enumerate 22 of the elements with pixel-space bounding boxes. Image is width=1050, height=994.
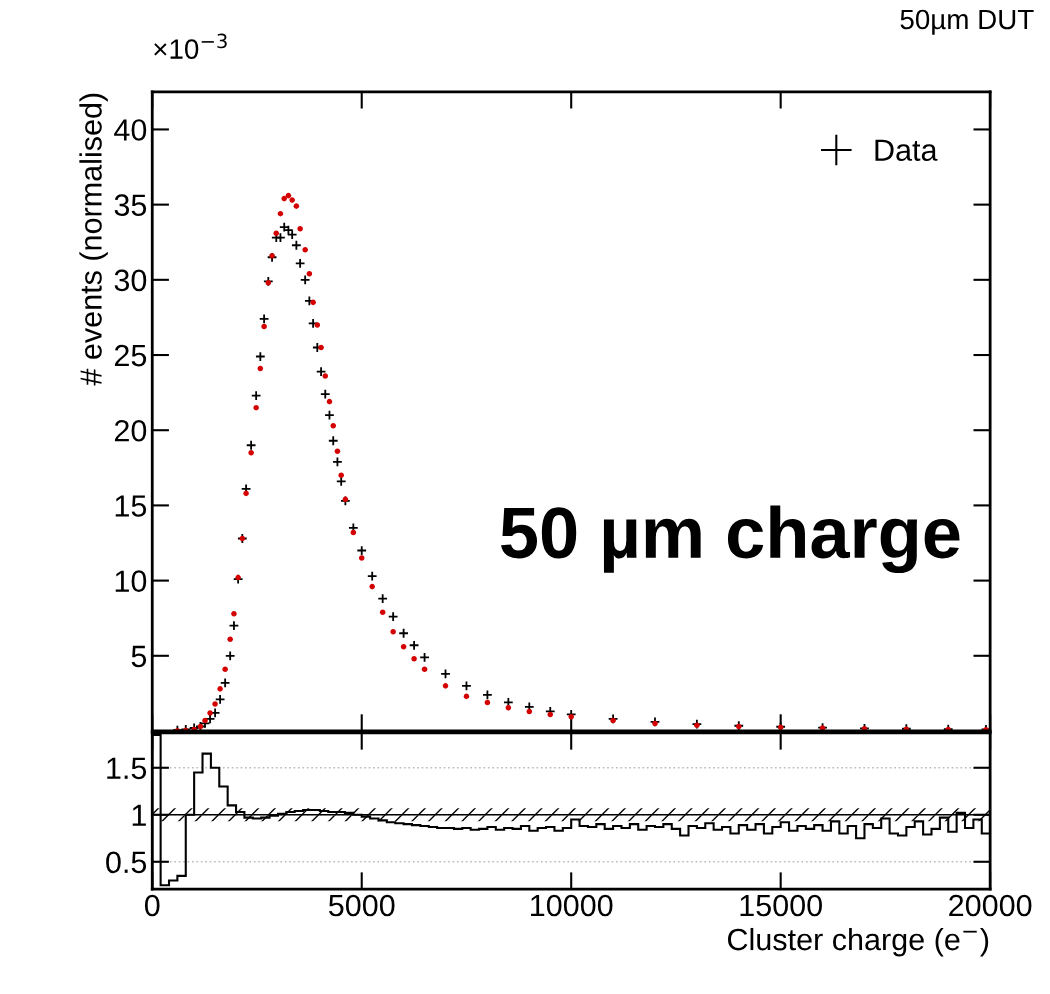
y-tick-label: 5 xyxy=(131,645,147,668)
text: ×10$^{−3}$ xyxy=(154,33,227,59)
y-tick-label: 10 xyxy=(115,570,147,592)
x-tick-label: 0 xyxy=(144,894,160,917)
y-tick-label: 25 xyxy=(114,344,147,367)
x-tick-label: 5000 xyxy=(328,894,395,917)
x-tick-label: 15000 xyxy=(740,894,822,917)
x-tick-label: 20000 xyxy=(949,894,1032,917)
legend-label: Data xyxy=(875,139,938,161)
y-tick-label: 40 xyxy=(114,119,147,141)
y-tick-label: 1.5 xyxy=(107,757,147,780)
y-tick-label: 20 xyxy=(114,419,147,442)
annotation: 50 µm charge xyxy=(501,505,960,574)
y-axis-title: # events (normalised) xyxy=(79,93,108,386)
y-tick-label: 15 xyxy=(115,495,147,517)
y-tick-label: 35 xyxy=(114,194,147,217)
x-axis-title: Cluster charge (e$^{−}$) xyxy=(728,927,989,957)
y-tick-label: 30 xyxy=(114,269,147,292)
x-tick-label: 10000 xyxy=(531,894,613,917)
y-tick-label: 0.5 xyxy=(106,851,147,874)
text: 50µm DUT xyxy=(900,9,1034,35)
y-tick-label: 1 xyxy=(132,804,146,826)
